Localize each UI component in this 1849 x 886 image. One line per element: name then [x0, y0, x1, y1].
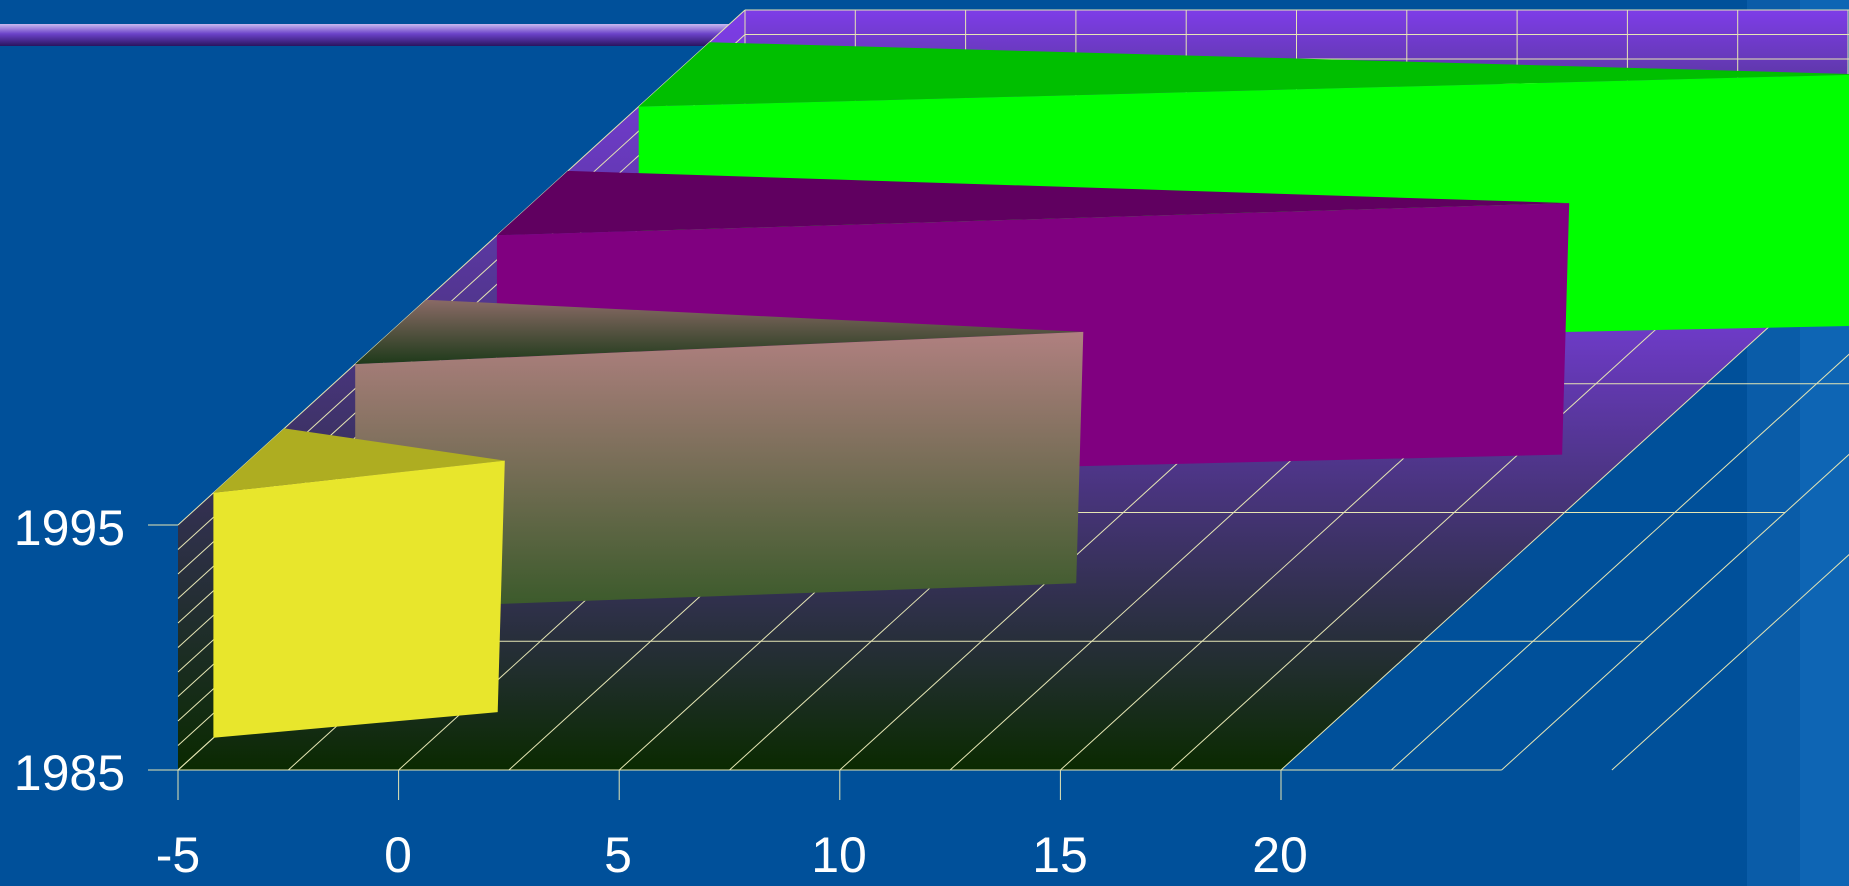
bar-top-face	[496, 170, 1570, 236]
bars	[213, 42, 1849, 738]
x-tick-label: 20	[1252, 827, 1308, 883]
header-strip	[0, 24, 760, 46]
x-tick-label: -5	[156, 827, 200, 883]
x-tick-label: 15	[1032, 827, 1088, 883]
bar-front-face	[213, 460, 505, 738]
floor-gridline	[1611, 553, 1849, 771]
floor-gridline	[1501, 453, 1849, 771]
bar-top-face	[213, 428, 505, 493]
x-tick-label: 5	[604, 827, 632, 883]
y-tick-label: 1995	[14, 500, 125, 556]
x-tick-label: 0	[384, 827, 412, 883]
bar-top-face	[638, 42, 1849, 107]
bar-top-face	[355, 299, 1084, 365]
y-tick-label: 1985	[14, 745, 125, 801]
x-tick-label: 10	[811, 827, 867, 883]
bar-front-face	[355, 331, 1084, 610]
axis-ticks	[148, 524, 1282, 800]
